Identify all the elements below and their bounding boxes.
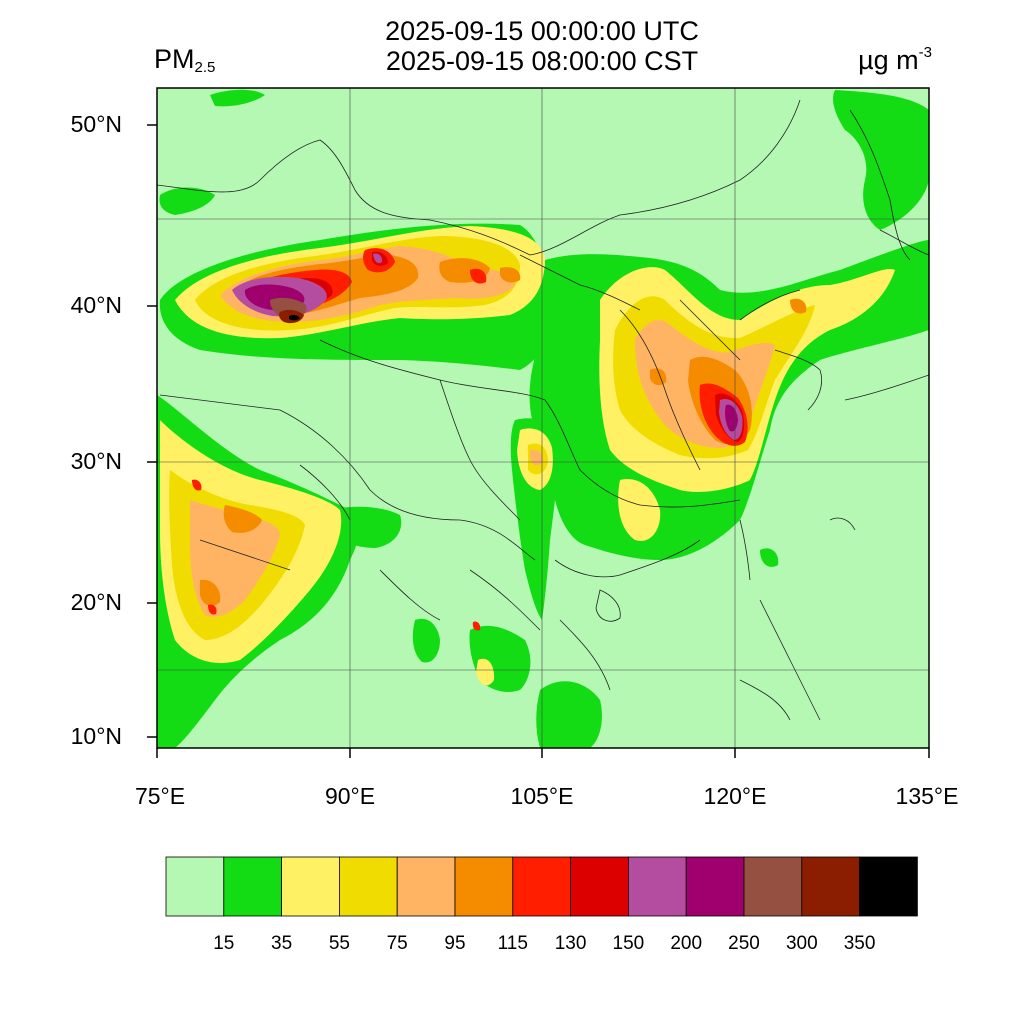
map-frame: [156, 87, 930, 749]
colorbar-swatch: [512, 856, 571, 917]
axis-ticks: [147, 124, 930, 758]
map-title: 2025-09-15 00:00:00 UTC 2025-09-15 08:00…: [322, 16, 762, 76]
colorbar-swatch: [859, 856, 918, 917]
colorbar-swatch: [743, 856, 803, 917]
colorbar-tick-label: 350: [843, 933, 876, 954]
title-utc: 2025-09-15 00:00:00 UTC: [385, 16, 699, 46]
unit-sup: -3: [918, 44, 932, 61]
map-plot-area: [157, 88, 929, 748]
colorbar-tick-label: 150: [612, 933, 645, 954]
title-cst: 2025-09-15 08:00:00 CST: [385, 46, 699, 76]
colorbar-tick-label: 200: [670, 933, 703, 954]
colorbar-swatch: [338, 856, 398, 917]
colorbar-swatch: [801, 856, 860, 917]
colorbar-tick-label: 115: [497, 933, 528, 954]
colorbar-swatch: [281, 856, 340, 917]
lat-label-20: 20°N: [70, 589, 122, 615]
colorbar-swatch: [165, 856, 225, 917]
colorbar-tick-label: 130: [554, 933, 587, 954]
pm-level-over-350: [289, 314, 300, 321]
colorbar-tick-label: 15: [213, 933, 235, 954]
colorbar-swatch: [570, 856, 629, 917]
colorbar-tick-label: 35: [271, 933, 293, 954]
colorbar-tick-label: 95: [444, 933, 466, 954]
colorbar-tick-label: 75: [386, 933, 408, 954]
lon-label-90: 90°E: [324, 783, 376, 809]
unit-main: µg m: [858, 45, 919, 75]
lon-label-75: 75°E: [134, 783, 186, 809]
lon-label-120: 120°E: [703, 783, 767, 809]
colorbar-swatch: [454, 856, 514, 917]
lat-label-50: 50°N: [70, 111, 122, 137]
colorbar: [165, 856, 918, 917]
colorbar-tick-label: 55: [328, 933, 350, 954]
lon-label-135: 135°E: [895, 783, 959, 809]
colorbar-swatch: [628, 856, 687, 917]
lat-label-30: 30°N: [70, 448, 122, 474]
variable-main: PM: [154, 44, 195, 74]
colorbar-swatch: [685, 856, 745, 917]
variable-label: PM2.5: [154, 44, 215, 76]
colorbar-swatch: [223, 856, 283, 917]
colorbar-swatch: [396, 856, 456, 917]
unit-label: µg m-3: [858, 44, 932, 76]
lat-label-40: 40°N: [70, 292, 122, 318]
colorbar-tick-label: 300: [785, 933, 818, 954]
lat-label-10: 10°N: [70, 723, 122, 749]
boundaries: [157, 99, 929, 721]
colorbar-tick-label: 250: [728, 933, 760, 954]
lon-label-105: 105°E: [510, 783, 574, 809]
variable-sub: 2.5: [194, 59, 216, 76]
gridlines: [157, 88, 929, 748]
